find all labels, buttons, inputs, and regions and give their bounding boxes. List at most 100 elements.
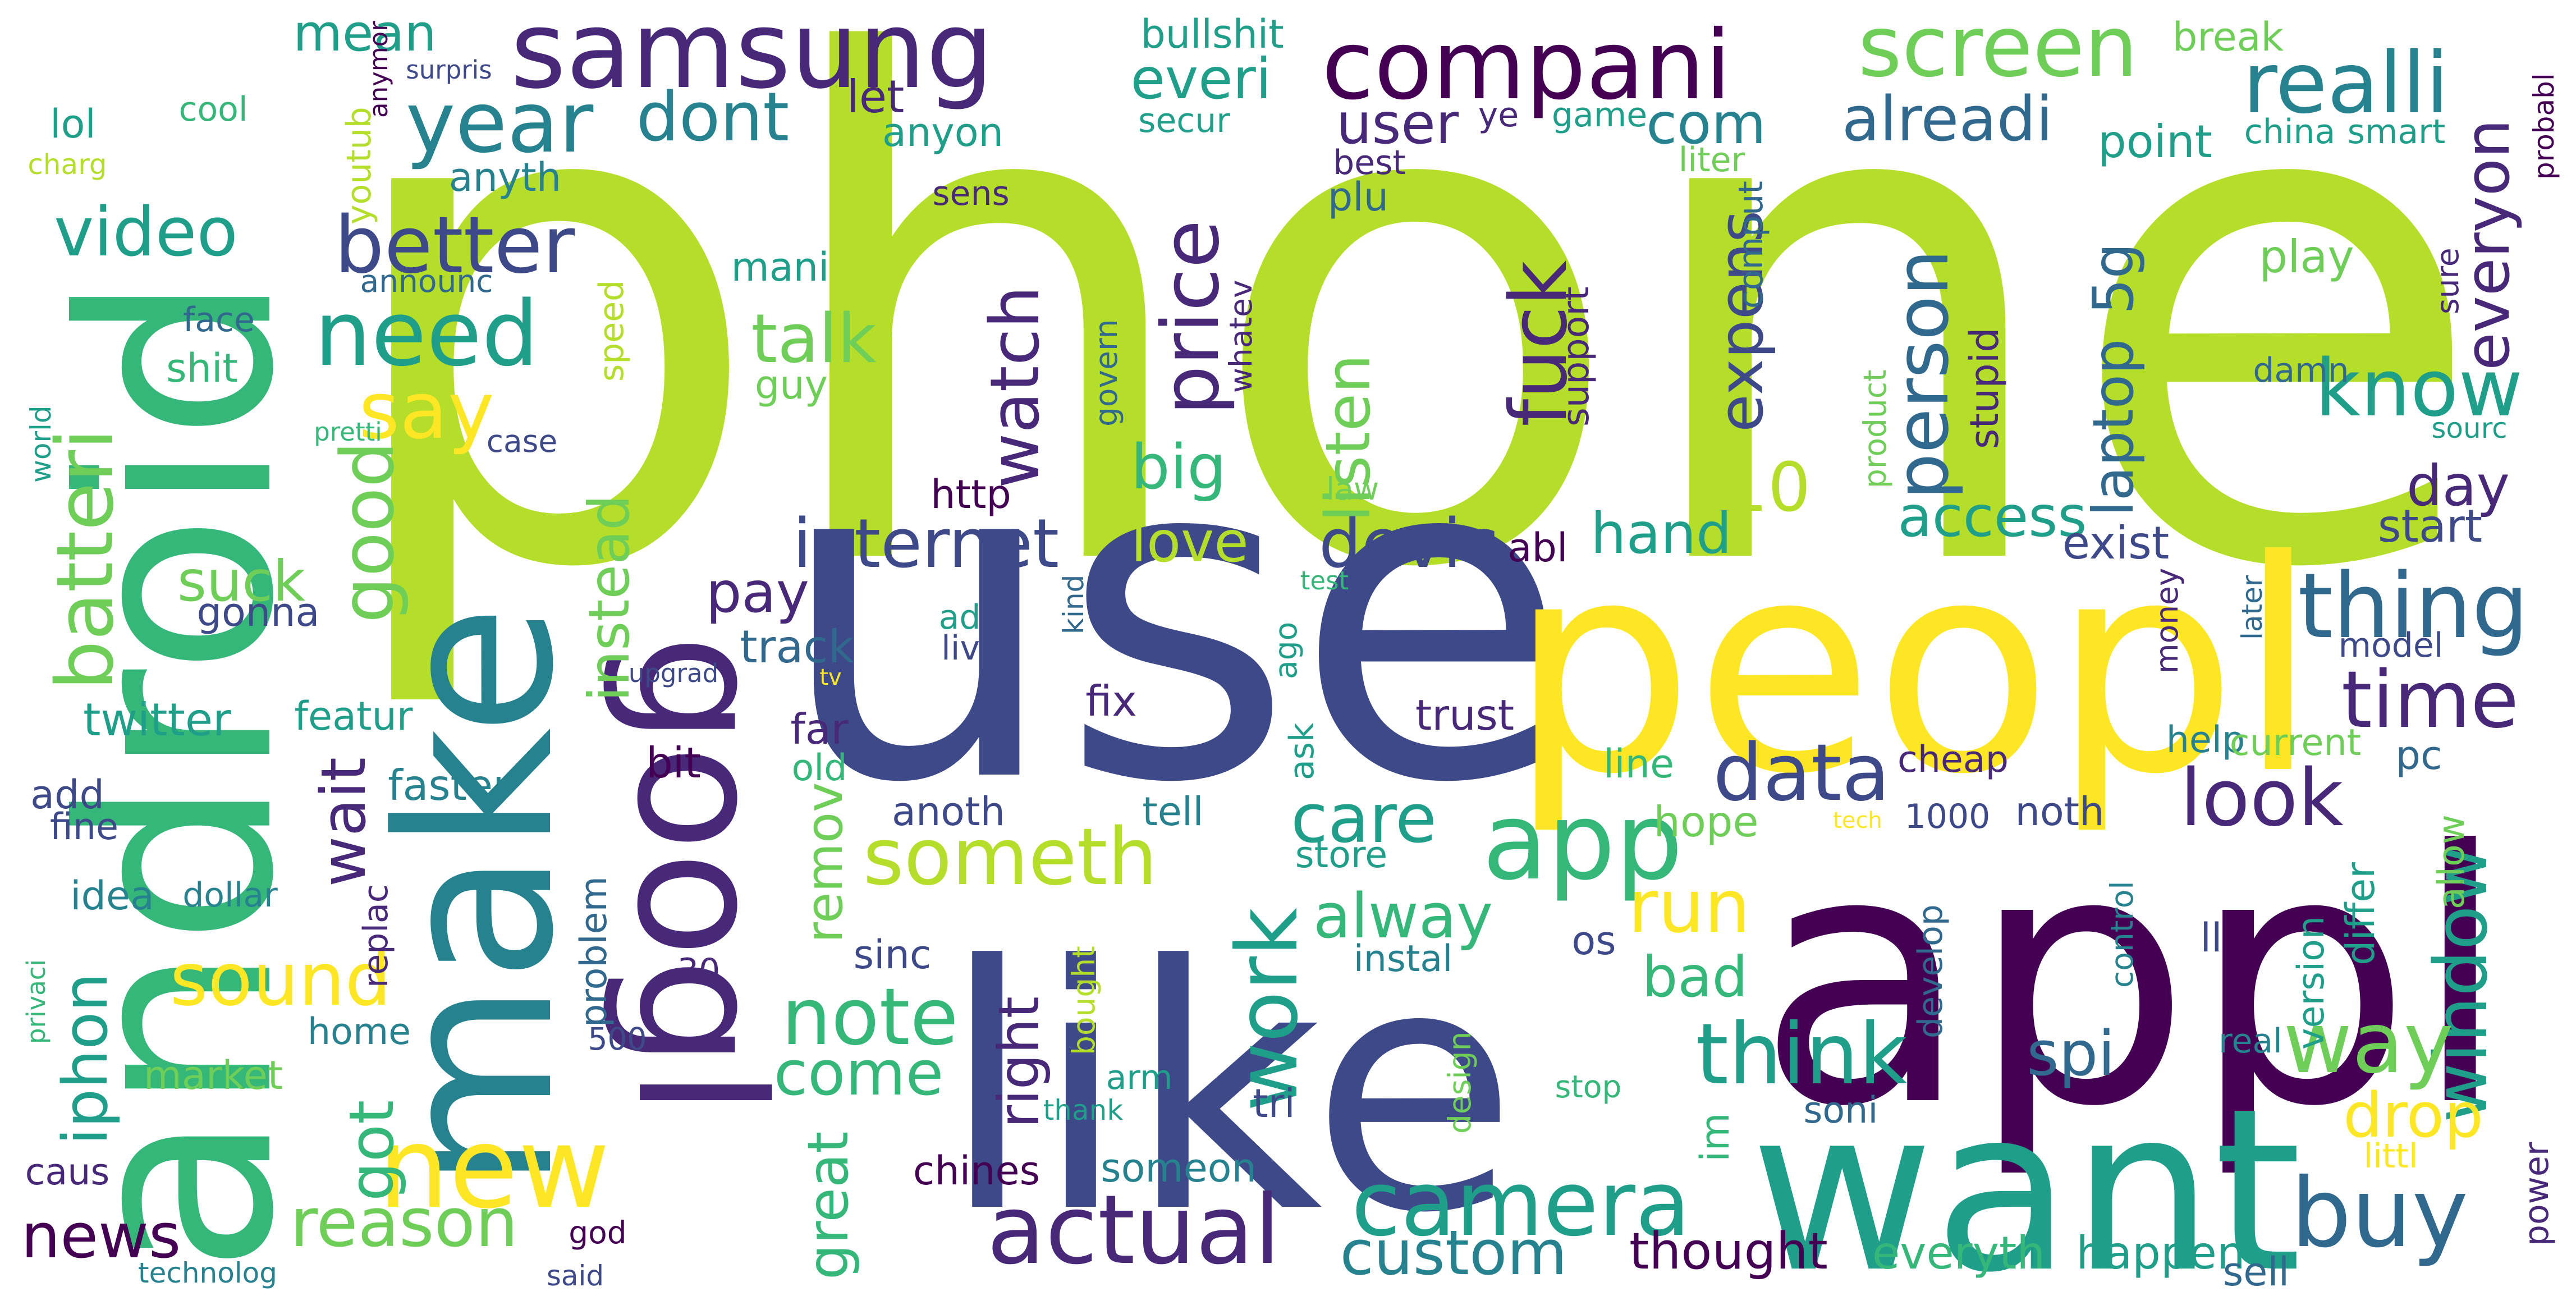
word-user: user	[1336, 91, 1459, 157]
word-devic: devic	[1319, 505, 1498, 583]
word-got: got	[336, 1100, 407, 1201]
word-instead: instead	[576, 494, 642, 702]
word-suck: suck	[177, 548, 305, 614]
word-whatev: whatev	[1223, 280, 1259, 393]
word-mean: mean	[293, 4, 436, 63]
word-look: look	[2180, 753, 2343, 844]
word-compani: compani	[1322, 10, 1731, 121]
word-actual: actual	[987, 1175, 1280, 1286]
word-say: say	[359, 365, 494, 457]
word-way: way	[2283, 995, 2453, 1092]
word-smart: smart	[2348, 112, 2446, 152]
word-like: like	[941, 894, 1518, 1286]
word-http: http	[931, 471, 1011, 518]
word-good: good	[325, 441, 410, 623]
word-person: person	[1880, 249, 1965, 500]
word-damn: damn	[2253, 351, 2349, 390]
word-problem: problem	[573, 876, 615, 1027]
word-mani: mani	[731, 244, 829, 290]
word-money: money	[2149, 568, 2185, 674]
word-tell: tell	[1142, 789, 1203, 835]
word-price: price	[1145, 220, 1237, 415]
word-new: new	[378, 1103, 609, 1234]
word-talk: talk	[751, 300, 877, 378]
word-appl: appl	[1757, 778, 2508, 1183]
word-care: care	[1291, 780, 1437, 858]
word-law: law	[1326, 471, 1379, 507]
word-abl: abl	[1508, 525, 1568, 571]
word-lol: lol	[50, 101, 96, 147]
word-govern: govern	[1088, 319, 1124, 427]
word-store: store	[1295, 834, 1387, 876]
word-realli: realli	[2243, 35, 2449, 132]
word-custom: custom	[1340, 1217, 1567, 1289]
word-point: point	[2098, 116, 2212, 168]
word-world: world	[25, 405, 57, 483]
word-time: time	[2341, 654, 2519, 746]
word-10: 10	[1725, 449, 1811, 527]
word-faster: faster	[388, 761, 510, 810]
word-remov: remov	[795, 782, 854, 943]
word-trust: trust	[1415, 690, 1514, 740]
word-sens: sens	[932, 174, 1009, 213]
word-batteri: batteri	[40, 428, 131, 690]
word-case: case	[487, 423, 557, 459]
word-game: game	[1552, 95, 1647, 135]
word-start: start	[2378, 500, 2482, 552]
word-sound: sound	[170, 937, 392, 1022]
word-note: note	[781, 972, 958, 1063]
word-data: data	[1713, 727, 1890, 819]
word-pc: pc	[2396, 732, 2442, 779]
word-bad: bad	[1642, 944, 1748, 1010]
word-best: best	[1333, 143, 1406, 182]
word-pay: pay	[706, 560, 809, 625]
word-fuck: fuck	[1493, 260, 1585, 427]
word-sinc: sinc	[854, 932, 932, 978]
word-watch: watch	[977, 286, 1055, 488]
word-im: im	[1692, 1112, 1738, 1162]
word-tri: tri	[1253, 1080, 1295, 1127]
word-someth: someth	[863, 812, 1158, 903]
word-arm: arm	[1106, 1058, 1173, 1097]
word-com: com	[1646, 91, 1766, 157]
word-dont: dont	[636, 79, 790, 157]
word-anyth: anyth	[449, 154, 562, 200]
word-break: break	[2172, 14, 2284, 60]
word-instal: instal	[1354, 938, 1453, 980]
word-group: phone use peopl appl like want android m…	[21, 0, 2560, 1305]
word-samsung: samsung	[511, 0, 994, 112]
word-come: come	[774, 1037, 944, 1109]
word-gonna: gonna	[197, 589, 320, 635]
word-video: video	[54, 194, 238, 272]
word-os: os	[1571, 918, 1616, 964]
word-access: access	[1898, 484, 2087, 550]
word-laptop: laptop	[2080, 339, 2146, 516]
word-sell: sell	[2223, 1249, 2289, 1295]
word-line: line	[1603, 741, 1674, 787]
word-hope: hope	[1653, 797, 1758, 846]
word-1000: 1000	[1905, 797, 1991, 836]
word-want: want	[1750, 1061, 2302, 1305]
word-need: need	[314, 281, 539, 386]
word-someon: someon	[1101, 1145, 1257, 1191]
word-peopl: peopl	[1509, 498, 2319, 838]
word-run: run	[1628, 864, 1750, 949]
word-technolog: technolog	[138, 1257, 277, 1289]
word-30: 30	[677, 951, 720, 991]
word-help: help	[2166, 719, 2245, 761]
word-bit: bit	[646, 738, 701, 787]
word-live: live	[941, 629, 1001, 668]
word-product: product	[1857, 369, 1893, 488]
word-home: home	[308, 1011, 411, 1053]
word-allow: allow	[2431, 814, 2473, 909]
word-replac: replac	[356, 884, 396, 988]
word-add: add	[30, 772, 104, 818]
word-surpris: surpris	[406, 55, 492, 85]
word-right: right	[986, 996, 1052, 1128]
word-stupid: stupid	[1961, 327, 2007, 449]
word-alreadi: alreadi	[1842, 83, 2053, 155]
word-ad: ad	[939, 598, 981, 637]
word-charg: charg	[27, 148, 107, 181]
word-plu: plu	[1328, 174, 1388, 220]
word-window: window	[2418, 846, 2504, 1123]
